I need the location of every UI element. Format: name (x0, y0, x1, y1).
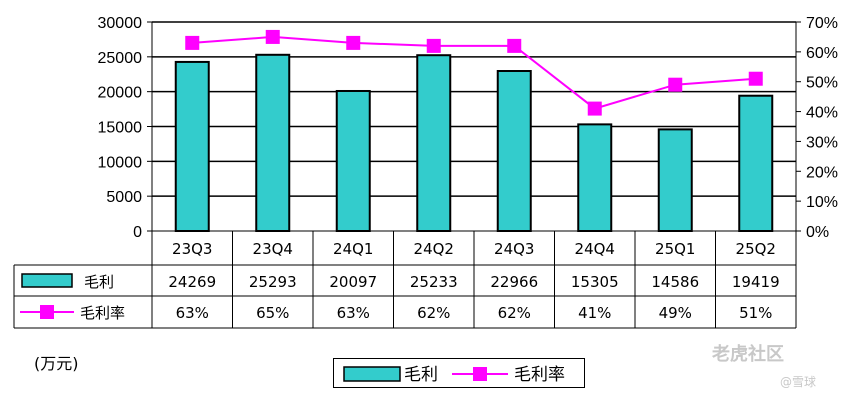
right-tick-label: 30% (806, 134, 838, 151)
line-marker (265, 29, 280, 44)
table-bar-key (21, 273, 73, 288)
line-marker (507, 38, 522, 53)
line-marker (587, 101, 602, 116)
category-label: 25Q2 (736, 240, 776, 258)
left-tick-label: 30000 (98, 15, 143, 32)
line-marker (185, 35, 200, 50)
right-tick-label: 60% (806, 45, 838, 62)
bar (738, 94, 774, 233)
unit-label: (万元) (34, 354, 79, 373)
right-tick-label: 50% (806, 75, 838, 92)
table-line-value: 51% (739, 304, 772, 322)
table-line-series-name: 毛利率 (80, 304, 125, 322)
right-tick-label: 70% (806, 15, 838, 32)
right-tick-label: 0% (806, 224, 829, 241)
left-tick-label: 5000 (106, 189, 142, 206)
margin-line (192, 35, 756, 110)
legend-graphic: 毛利 毛利率 (343, 365, 565, 385)
table-bar-value: 25233 (410, 273, 458, 291)
category-label: 23Q3 (172, 240, 212, 258)
bar (255, 53, 291, 232)
legend: 毛利 毛利率 (333, 358, 585, 388)
right-tick-label: 20% (806, 164, 838, 181)
bar (496, 70, 532, 232)
line-marker (346, 35, 361, 50)
bar (174, 60, 210, 233)
left-tick-label: 10000 (98, 154, 143, 171)
right-tick-label: 10% (806, 194, 838, 211)
left-tick-label: 15000 (98, 120, 143, 137)
table-bar-value: 14586 (651, 273, 699, 291)
table-bar-value: 20097 (329, 273, 377, 291)
left-tick-label: 25000 (98, 50, 143, 67)
category-label: 25Q1 (655, 240, 695, 258)
category-label: 23Q4 (253, 240, 293, 258)
watermark: 老虎社区 (712, 344, 784, 365)
left-tick-label: 20000 (98, 85, 143, 102)
category-label: 24Q1 (333, 240, 373, 258)
table-line-value: 63% (176, 304, 209, 322)
bar (577, 123, 613, 232)
legend-bar-swatch (343, 366, 401, 382)
line-marker (426, 38, 441, 53)
table-line-value: 62% (498, 304, 531, 322)
line-marker (668, 77, 683, 92)
table-line-key-marker (40, 305, 54, 319)
category-label: 24Q2 (414, 240, 454, 258)
category-label: 24Q3 (494, 240, 534, 258)
table-bar-value: 25293 (249, 273, 297, 291)
table-line-value: 41% (578, 304, 611, 322)
table-line-value: 63% (337, 304, 370, 322)
right-tick-label: 40% (806, 105, 838, 122)
table-bar-value: 19419 (732, 273, 780, 291)
category-label: 24Q4 (575, 240, 615, 258)
left-tick-label: 0 (133, 224, 142, 241)
bar (657, 128, 693, 232)
table-line-value: 62% (417, 304, 450, 322)
line-marker (748, 71, 763, 86)
table-bar-value: 24269 (168, 273, 216, 291)
table-bar-series-name: 毛利 (84, 273, 114, 291)
table-line-value: 49% (659, 304, 692, 322)
table-bar-value: 15305 (571, 273, 619, 291)
table-line-value: 65% (256, 304, 289, 322)
bar (335, 89, 371, 232)
bar (416, 54, 452, 232)
table-bar-value: 22966 (490, 273, 538, 291)
legend-line-label: 毛利率 (514, 365, 565, 385)
legend-line-marker (473, 367, 487, 381)
watermark-sub: @雪球 (780, 375, 817, 389)
legend-bar-label: 毛利 (404, 365, 438, 385)
